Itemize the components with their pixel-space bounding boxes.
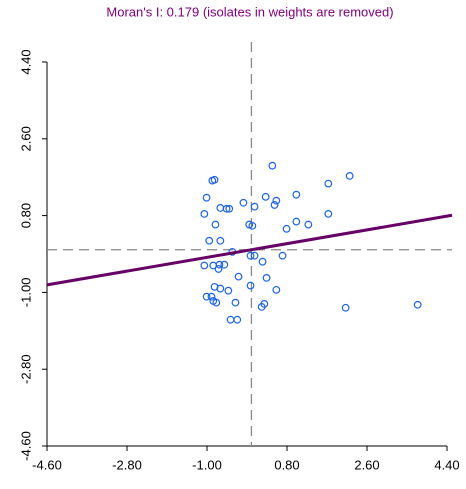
point [246,251,255,260]
y-tick-label: 0.80 [18,203,33,228]
point [211,220,220,229]
point [270,201,279,209]
point [261,192,270,201]
point [304,220,313,229]
point [250,202,259,211]
x-tick-label: -2.80 [112,457,142,472]
x-tick-label: -4.60 [32,457,62,472]
point [248,221,257,230]
point [292,190,301,199]
point [220,260,229,269]
point [292,217,301,226]
point [262,273,271,282]
point [200,209,209,218]
point [216,236,225,245]
point [324,209,333,218]
point [216,204,225,212]
point [202,292,211,301]
point [272,285,281,294]
point [234,272,243,281]
chart-title: Moran's I: 0.179 (isolates in weights ar… [106,4,393,19]
point [205,236,214,245]
point [278,251,287,260]
x-tick-label: 2.60 [354,457,379,472]
point [207,292,216,301]
point [222,204,231,213]
point [224,286,233,295]
point [250,251,259,260]
point [202,193,211,202]
point [214,265,223,273]
point [226,315,235,324]
point [208,176,217,185]
point [268,161,277,170]
point [233,315,242,324]
point [258,257,267,266]
x-tick-label: -1.00 [192,457,222,472]
y-tick-label: -4.60 [18,431,33,461]
point [225,204,234,213]
y-tick-label: 2.60 [18,126,33,151]
point [239,198,248,207]
y-tick-label: 4.40 [18,49,33,74]
point [413,300,422,309]
x-tick-label: 0.80 [274,457,299,472]
point [216,284,225,293]
point [231,298,240,307]
point [212,298,221,307]
point [324,179,333,188]
point [200,261,209,270]
point [257,303,266,311]
point [282,224,291,233]
point [215,260,224,269]
y-tick-label: -2.80 [18,354,33,384]
x-tick-label: 4.40 [434,457,459,472]
point [246,281,255,290]
y-tick-label: -1.00 [18,278,33,308]
point [341,303,350,312]
point [345,172,354,180]
regression-line [46,213,453,287]
point [272,196,281,205]
